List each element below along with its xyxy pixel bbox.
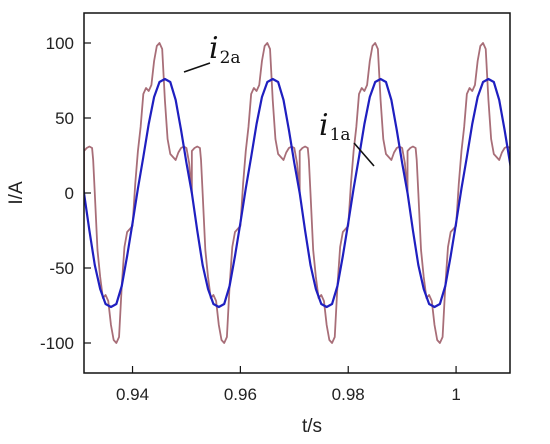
y-tick-label: 0 bbox=[65, 184, 74, 203]
annotation-leader-i1a bbox=[353, 142, 375, 167]
x-axis-label: t/s bbox=[302, 416, 322, 437]
series-line-i2a bbox=[84, 42, 510, 344]
y-axis-label: I/A bbox=[6, 181, 27, 205]
plot-frame bbox=[83, 12, 511, 374]
y-tick-label: 50 bbox=[55, 109, 74, 128]
series-layer bbox=[84, 42, 510, 344]
series-line-i1a bbox=[84, 77, 510, 309]
annotation-layer: i2a i1a bbox=[183, 31, 375, 167]
annotation-leader-i2a bbox=[183, 62, 211, 73]
x-tick-label: 1 bbox=[451, 385, 460, 404]
ticks-layer: 0.94 0.96 0.98 1 100 50 0 -50 -100 bbox=[40, 34, 461, 404]
annotation-i2a: i2a bbox=[209, 31, 241, 68]
x-tick-label: 0.94 bbox=[116, 385, 149, 404]
x-tick-label: 0.96 bbox=[224, 385, 257, 404]
y-tick-label: -100 bbox=[40, 334, 74, 353]
y-tick-label: 100 bbox=[46, 34, 74, 53]
annotation-i1a: i1a bbox=[319, 108, 351, 145]
y-tick-label: -50 bbox=[49, 259, 74, 278]
x-tick-label: 0.98 bbox=[332, 385, 365, 404]
